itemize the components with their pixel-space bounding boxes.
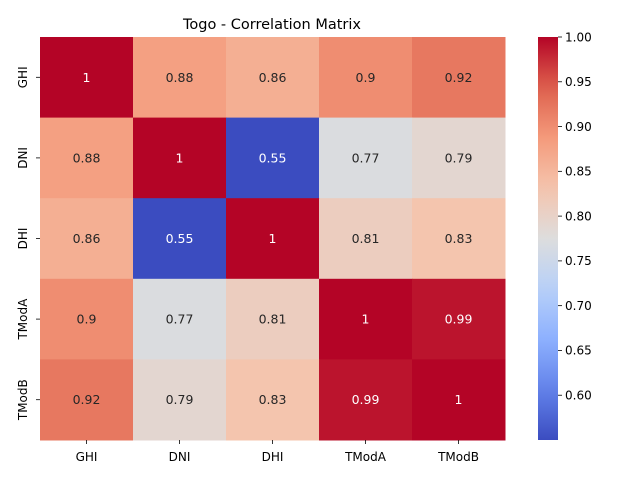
heatmap-cell: [40, 359, 134, 441]
cell-value-label: 0.77: [352, 150, 380, 165]
heatmap-cell: [133, 117, 227, 199]
colorbar: 0.60 0.65 0.70 0.75 0.80 0.85 0.90 0.95 1.00: [538, 30, 592, 440]
heatmap-cell: [226, 117, 320, 199]
heatmap-cell: [226, 198, 320, 280]
heatmap-cell: [319, 198, 413, 280]
cell-value-label: 1: [176, 150, 184, 165]
y-tick-label: DHI: [16, 228, 30, 250]
cell-value-label: 0.9: [356, 70, 376, 85]
x-tick-label: GHI: [76, 450, 98, 464]
cell-value-label: 0.55: [259, 150, 287, 165]
heatmap-cell: [133, 198, 227, 280]
y-tick-label: DNI: [16, 147, 30, 169]
x-tick-label: DNI: [169, 450, 191, 464]
cell-value-label: 0.86: [259, 70, 287, 85]
cell-value-label: 0.79: [166, 392, 194, 407]
x-tick-label: TModB: [437, 450, 479, 464]
heatmap-cell: [133, 278, 227, 360]
x-tick-label: DHI: [262, 450, 284, 464]
heatmap-cell: [133, 359, 227, 441]
chart-title: Togo - Correlation Matrix: [182, 17, 361, 33]
cell-value-label: 0.79: [445, 150, 473, 165]
colorbar-tick-label: 0.95: [565, 75, 592, 89]
colorbar-tick-label: 0.65: [565, 344, 592, 358]
heatmap-cell: [319, 37, 413, 119]
cell-value-label: 0.77: [166, 312, 194, 327]
cell-value-label: 0.88: [166, 70, 194, 85]
y-tick-label: TModB: [16, 379, 30, 421]
cell-value-label: 0.9: [77, 312, 97, 327]
colorbar-tick-label: 0.85: [565, 165, 592, 179]
colorbar-tick-label: 0.60: [565, 389, 592, 403]
cell-value-label: 0.83: [259, 392, 287, 407]
heatmap-cells: 1 0.88 0.86 0.9 0.92 0.88 1 0.55 0.77 0.79 0.86 0.5…: [40, 37, 506, 441]
cell-value-label: 0.81: [259, 312, 287, 327]
colorbar-gradient: [538, 37, 558, 440]
colorbar-tick-label: 0.75: [565, 254, 592, 268]
cell-value-label: 1: [83, 70, 91, 85]
cell-value-label: 1: [269, 231, 277, 246]
heatmap-cell: [319, 359, 413, 441]
heatmap-cell: [133, 37, 227, 119]
heatmap-cell: [226, 278, 320, 360]
heatmap-cell: [40, 117, 134, 199]
heatmap-cell: [412, 37, 506, 119]
cell-value-label: 1: [455, 392, 463, 407]
heatmap-cell: [412, 359, 506, 441]
y-tick-label: GHI: [16, 66, 30, 88]
heatmap-cell: [226, 359, 320, 441]
heatmap-cell: [319, 117, 413, 199]
cell-value-label: 0.88: [73, 150, 101, 165]
heatmap-cell: [40, 198, 134, 280]
cell-value-label: 0.81: [352, 231, 380, 246]
heatmap-cell: [40, 37, 134, 119]
colorbar-tick-label: 0.80: [565, 209, 592, 223]
colorbar-tick-label: 0.70: [565, 299, 592, 313]
cell-value-label: 1: [362, 312, 370, 327]
cell-value-label: 0.92: [73, 392, 101, 407]
x-tick-label: TModA: [344, 450, 387, 464]
cell-value-label: 0.99: [352, 392, 380, 407]
heatmap-cell: [412, 198, 506, 280]
heatmap-cell: [319, 278, 413, 360]
cell-value-label: 0.92: [445, 70, 473, 85]
cell-value-label: 0.55: [166, 231, 194, 246]
cell-value-label: 0.83: [445, 231, 473, 246]
y-tick-label: TModA: [16, 298, 30, 341]
colorbar-tick-label: 1.00: [565, 30, 592, 44]
colorbar-tick-label: 0.90: [565, 120, 592, 134]
heatmap-cell: [412, 117, 506, 199]
x-axis: GHI DNI DHI TModA TModB: [76, 440, 479, 464]
cell-value-label: 0.99: [445, 312, 473, 327]
heatmap-cell: [412, 278, 506, 360]
y-axis: GHI DNI DHI TModA TModB: [16, 66, 40, 421]
heatmap-cell: [40, 278, 134, 360]
cell-value-label: 0.86: [73, 231, 101, 246]
heatmap-cell: [226, 37, 320, 119]
